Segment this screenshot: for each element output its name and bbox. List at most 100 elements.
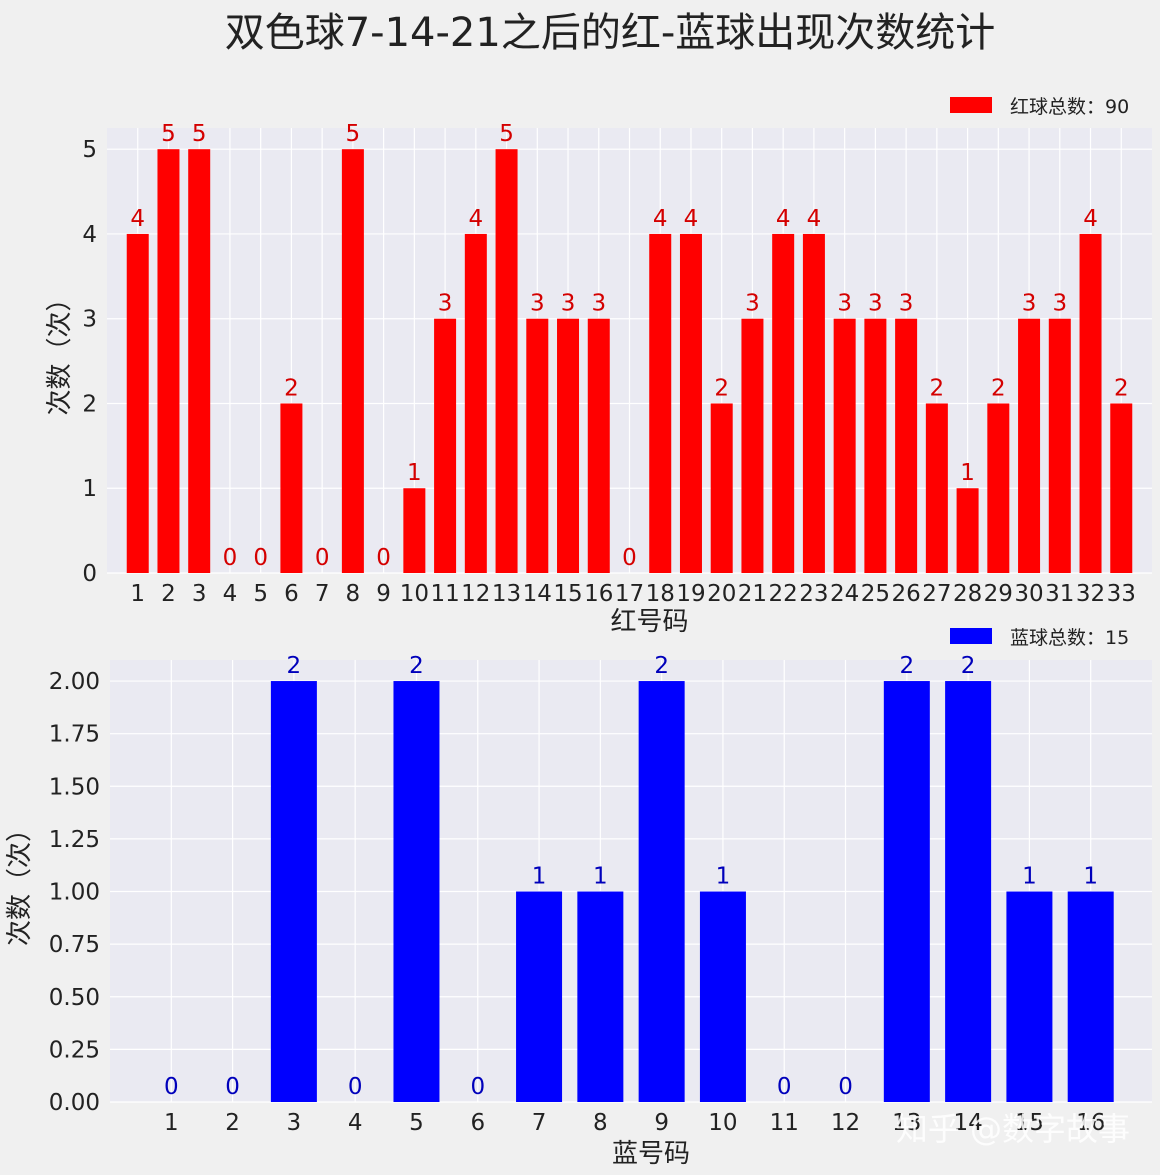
blue-bar	[516, 891, 563, 1102]
red-xtick-label: 18	[646, 581, 675, 607]
red-bar-label: 3	[591, 291, 606, 317]
blue-bar-label: 2	[409, 653, 424, 679]
red-bar	[833, 318, 856, 573]
blue-bar	[577, 891, 624, 1102]
red-xtick-label: 2	[161, 581, 176, 607]
red-bar-label: 4	[469, 206, 484, 232]
blue-bar-label: 0	[348, 1074, 363, 1100]
blue-bar-label: 0	[225, 1074, 240, 1100]
red-bar	[1110, 403, 1133, 573]
red-xtick-label: 32	[1076, 581, 1105, 607]
blue-bar-label: 0	[164, 1074, 179, 1100]
red-xtick-label: 11	[430, 581, 459, 607]
red-bar	[679, 233, 702, 573]
red-bar	[341, 149, 364, 573]
red-bar	[741, 318, 764, 573]
red-bar-label: 3	[530, 291, 545, 317]
red-xtick-label: 25	[861, 581, 890, 607]
blue-chart: 0.000.250.500.751.001.251.501.752.000102…	[5, 627, 1152, 1169]
red-bar	[403, 488, 426, 573]
red-bar	[925, 403, 948, 573]
red-ytick-label: 5	[82, 137, 97, 163]
red-xtick-label: 8	[346, 581, 361, 607]
blue-y-axis-label: 次数（次）	[5, 816, 35, 946]
blue-legend-swatch	[950, 628, 992, 644]
red-xtick-label: 13	[492, 581, 521, 607]
red-bar-label: 3	[438, 291, 453, 317]
red-bar-label: 0	[622, 545, 637, 571]
blue-bar-label: 1	[532, 864, 547, 890]
red-xtick-label: 23	[799, 581, 828, 607]
red-xtick-label: 3	[192, 581, 207, 607]
red-bar	[1018, 318, 1041, 573]
red-xtick-label: 33	[1107, 581, 1136, 607]
red-bar-label: 3	[837, 291, 852, 317]
blue-bar	[945, 681, 992, 1102]
red-bar-label: 2	[991, 375, 1006, 401]
red-xtick-label: 27	[922, 581, 951, 607]
red-ytick-label: 1	[82, 476, 97, 502]
red-bar-label: 4	[684, 206, 699, 232]
red-legend-swatch	[950, 97, 992, 113]
red-xtick-label: 4	[223, 581, 238, 607]
red-bar-label: 1	[407, 460, 422, 486]
red-ytick-label: 4	[82, 222, 97, 248]
blue-xtick-label: 6	[470, 1110, 485, 1136]
blue-bar-label: 1	[716, 864, 731, 890]
red-bar-label: 5	[346, 121, 361, 147]
blue-xtick-label: 1	[164, 1110, 179, 1136]
red-bar-label: 3	[899, 291, 914, 317]
blue-ytick-label: 0.25	[49, 1037, 100, 1063]
red-bar	[895, 318, 918, 573]
blue-x-axis-label: 蓝号码	[612, 1139, 690, 1169]
blue-xtick-label: 10	[708, 1110, 737, 1136]
red-bar-label: 3	[561, 291, 576, 317]
red-xtick-label: 31	[1045, 581, 1074, 607]
blue-xtick-label: 15	[1015, 1110, 1044, 1136]
red-bar-label: 3	[1052, 291, 1067, 317]
blue-ytick-label: 0.00	[49, 1090, 100, 1116]
red-y-axis-label: 次数（次）	[45, 285, 75, 415]
charts-group: 0123454152530405260758091103114125133143…	[5, 96, 1152, 1169]
red-chart: 0123454152530405260758091103114125133143…	[45, 96, 1152, 637]
red-xtick-label: 22	[769, 581, 798, 607]
red-bar	[1079, 233, 1102, 573]
red-bar-label: 5	[192, 121, 207, 147]
blue-xtick-label: 12	[831, 1110, 860, 1136]
blue-bar	[638, 681, 685, 1102]
red-xtick-label: 24	[830, 581, 859, 607]
blue-bar-label: 0	[838, 1074, 853, 1100]
blue-bar	[883, 681, 930, 1102]
red-bar	[495, 149, 518, 573]
blue-ytick-label: 1.75	[49, 722, 100, 748]
red-bar-label: 4	[653, 206, 668, 232]
red-bar	[864, 318, 887, 573]
red-bar	[587, 318, 610, 573]
red-bar	[802, 233, 825, 573]
red-bar	[956, 488, 979, 573]
red-bar-label: 4	[1083, 206, 1098, 232]
red-legend-label: 红球总数：90	[1010, 96, 1129, 118]
red-bar	[464, 233, 487, 573]
red-xtick-label: 20	[707, 581, 736, 607]
red-bar	[157, 149, 180, 573]
red-xtick-label: 17	[615, 581, 644, 607]
blue-ytick-label: 1.00	[49, 880, 100, 906]
red-ytick-label: 3	[82, 307, 97, 333]
red-bar-label: 0	[315, 545, 330, 571]
red-bar	[772, 233, 795, 573]
blue-ytick-label: 0.75	[49, 932, 100, 958]
red-bar	[188, 149, 211, 573]
red-bar-label: 4	[130, 206, 145, 232]
blue-bar	[393, 681, 440, 1102]
blue-bar-label: 0	[470, 1074, 485, 1100]
red-xtick-label: 1	[130, 581, 145, 607]
blue-ytick-label: 1.50	[49, 774, 100, 800]
blue-xtick-label: 5	[409, 1110, 424, 1136]
red-bar-label: 3	[745, 291, 760, 317]
red-bar-label: 1	[960, 460, 975, 486]
blue-plot-area	[110, 660, 1152, 1102]
red-xtick-label: 5	[253, 581, 268, 607]
red-xtick-label: 9	[376, 581, 391, 607]
